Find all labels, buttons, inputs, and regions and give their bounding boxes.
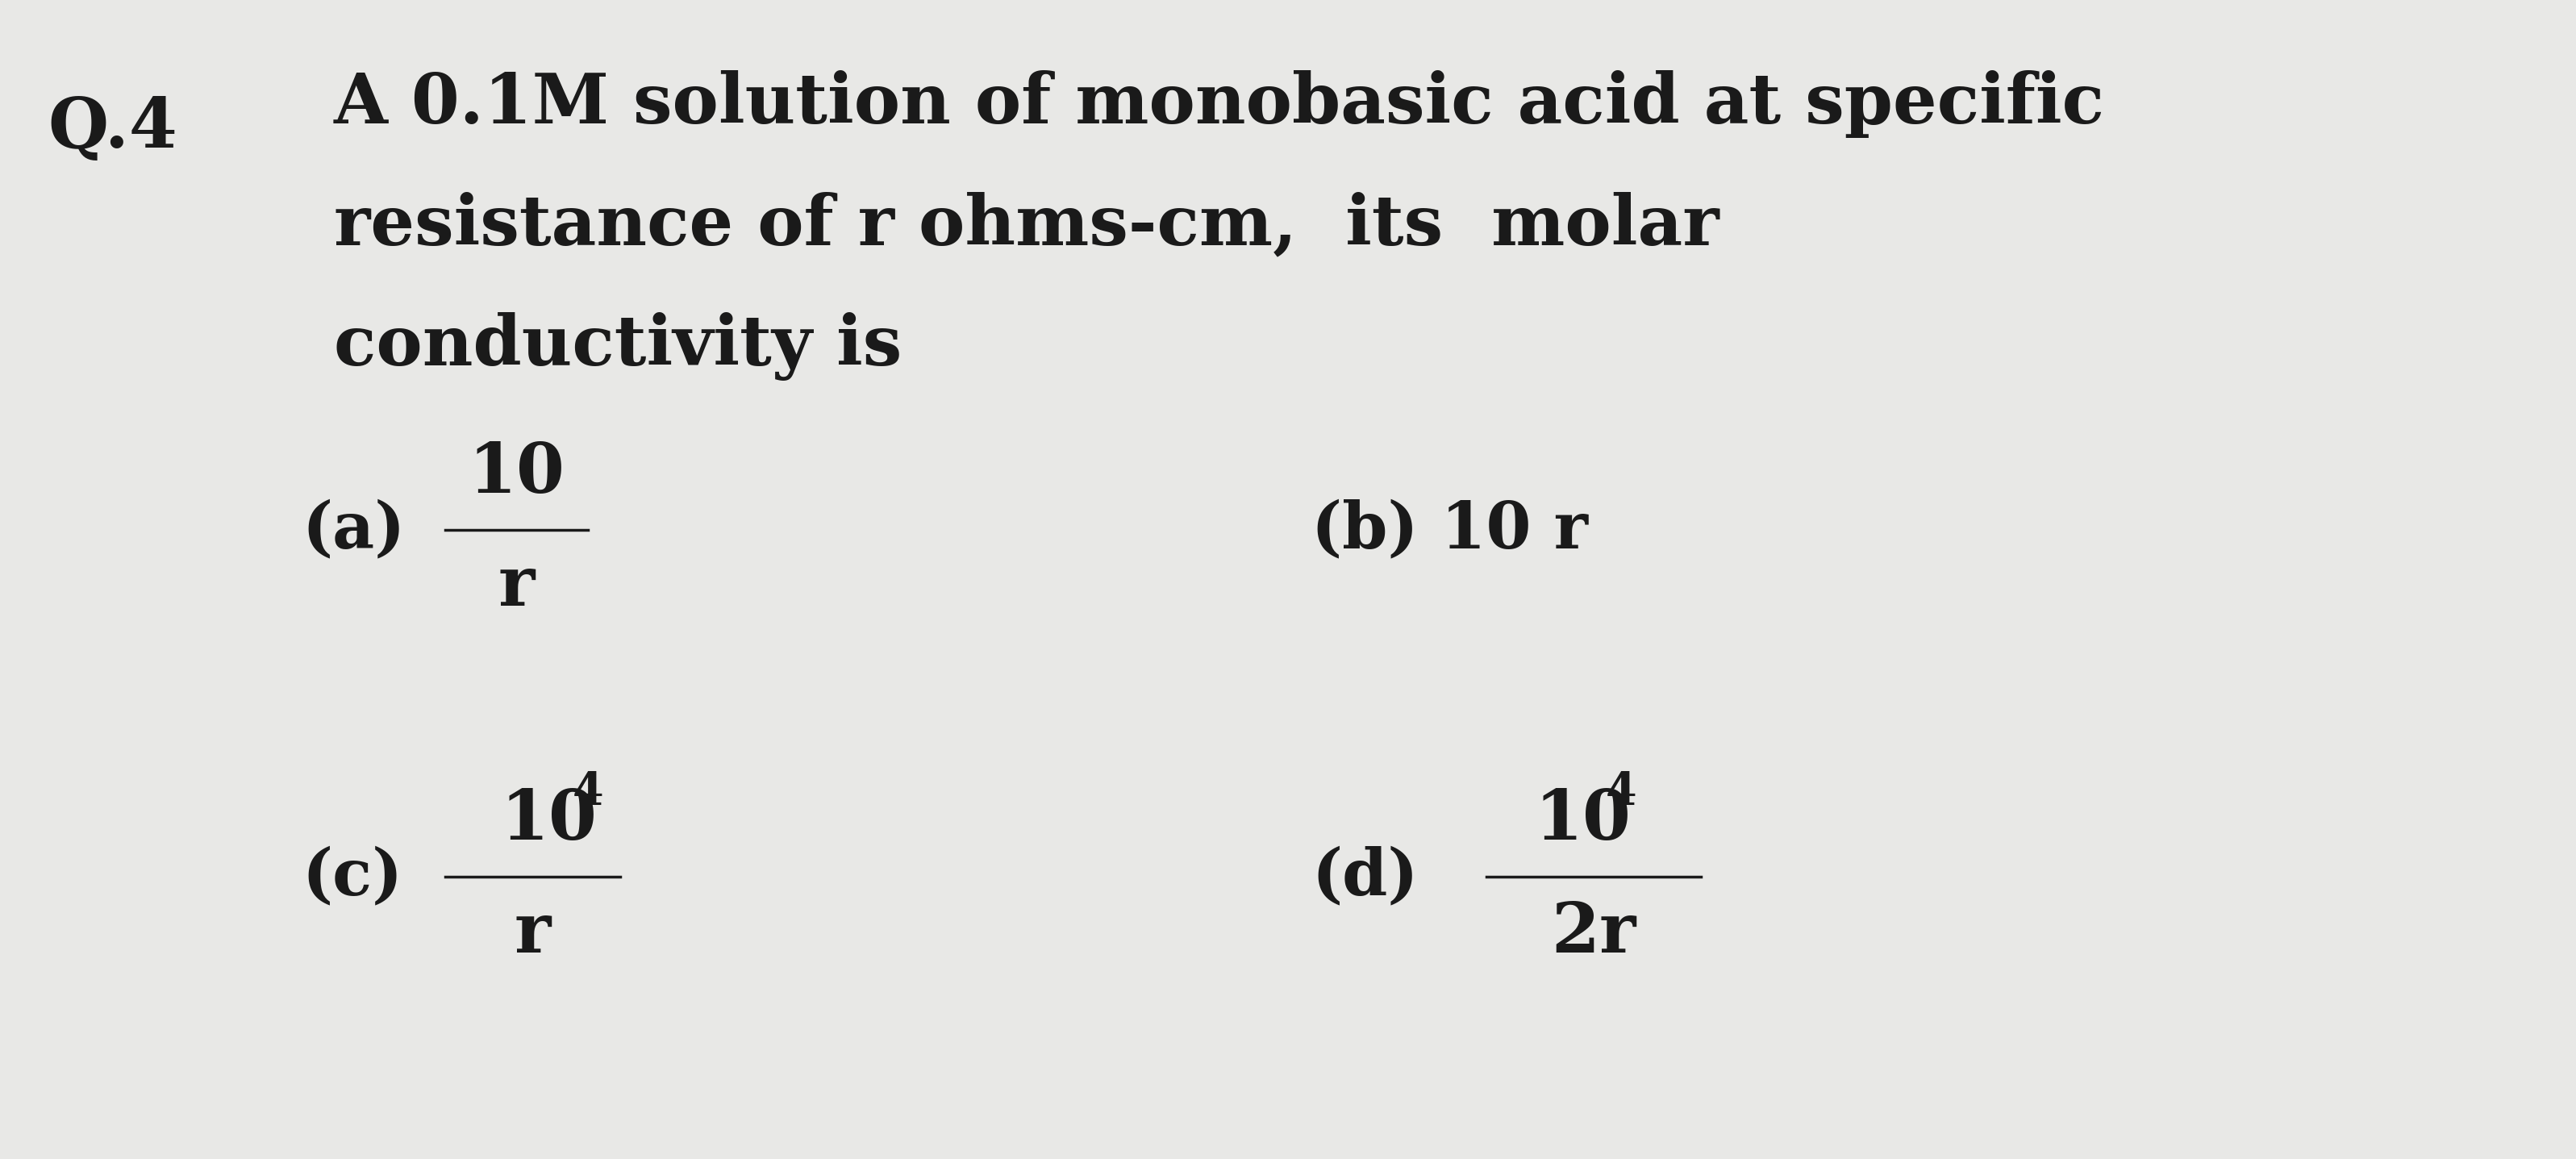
Text: r: r bbox=[515, 899, 551, 967]
Text: 10: 10 bbox=[500, 786, 598, 854]
Text: 10: 10 bbox=[1535, 786, 1631, 854]
Text: Q.4: Q.4 bbox=[49, 94, 178, 162]
Text: (b) 10 r: (b) 10 r bbox=[1311, 498, 1589, 561]
Text: 4: 4 bbox=[572, 770, 603, 815]
Text: resistance of r ohms-cm,  its  molar: resistance of r ohms-cm, its molar bbox=[335, 191, 1718, 258]
Text: A 0.1M solution of monobasic acid at specific: A 0.1M solution of monobasic acid at spe… bbox=[335, 71, 2105, 138]
Text: 4: 4 bbox=[1605, 770, 1636, 815]
Text: conductivity is: conductivity is bbox=[335, 312, 902, 380]
Text: 10: 10 bbox=[469, 439, 564, 508]
Text: r: r bbox=[497, 553, 536, 620]
Text: 2r: 2r bbox=[1551, 899, 1636, 967]
Text: (d): (d) bbox=[1311, 845, 1419, 909]
Text: (c): (c) bbox=[301, 845, 402, 909]
Text: (a): (a) bbox=[301, 498, 404, 561]
